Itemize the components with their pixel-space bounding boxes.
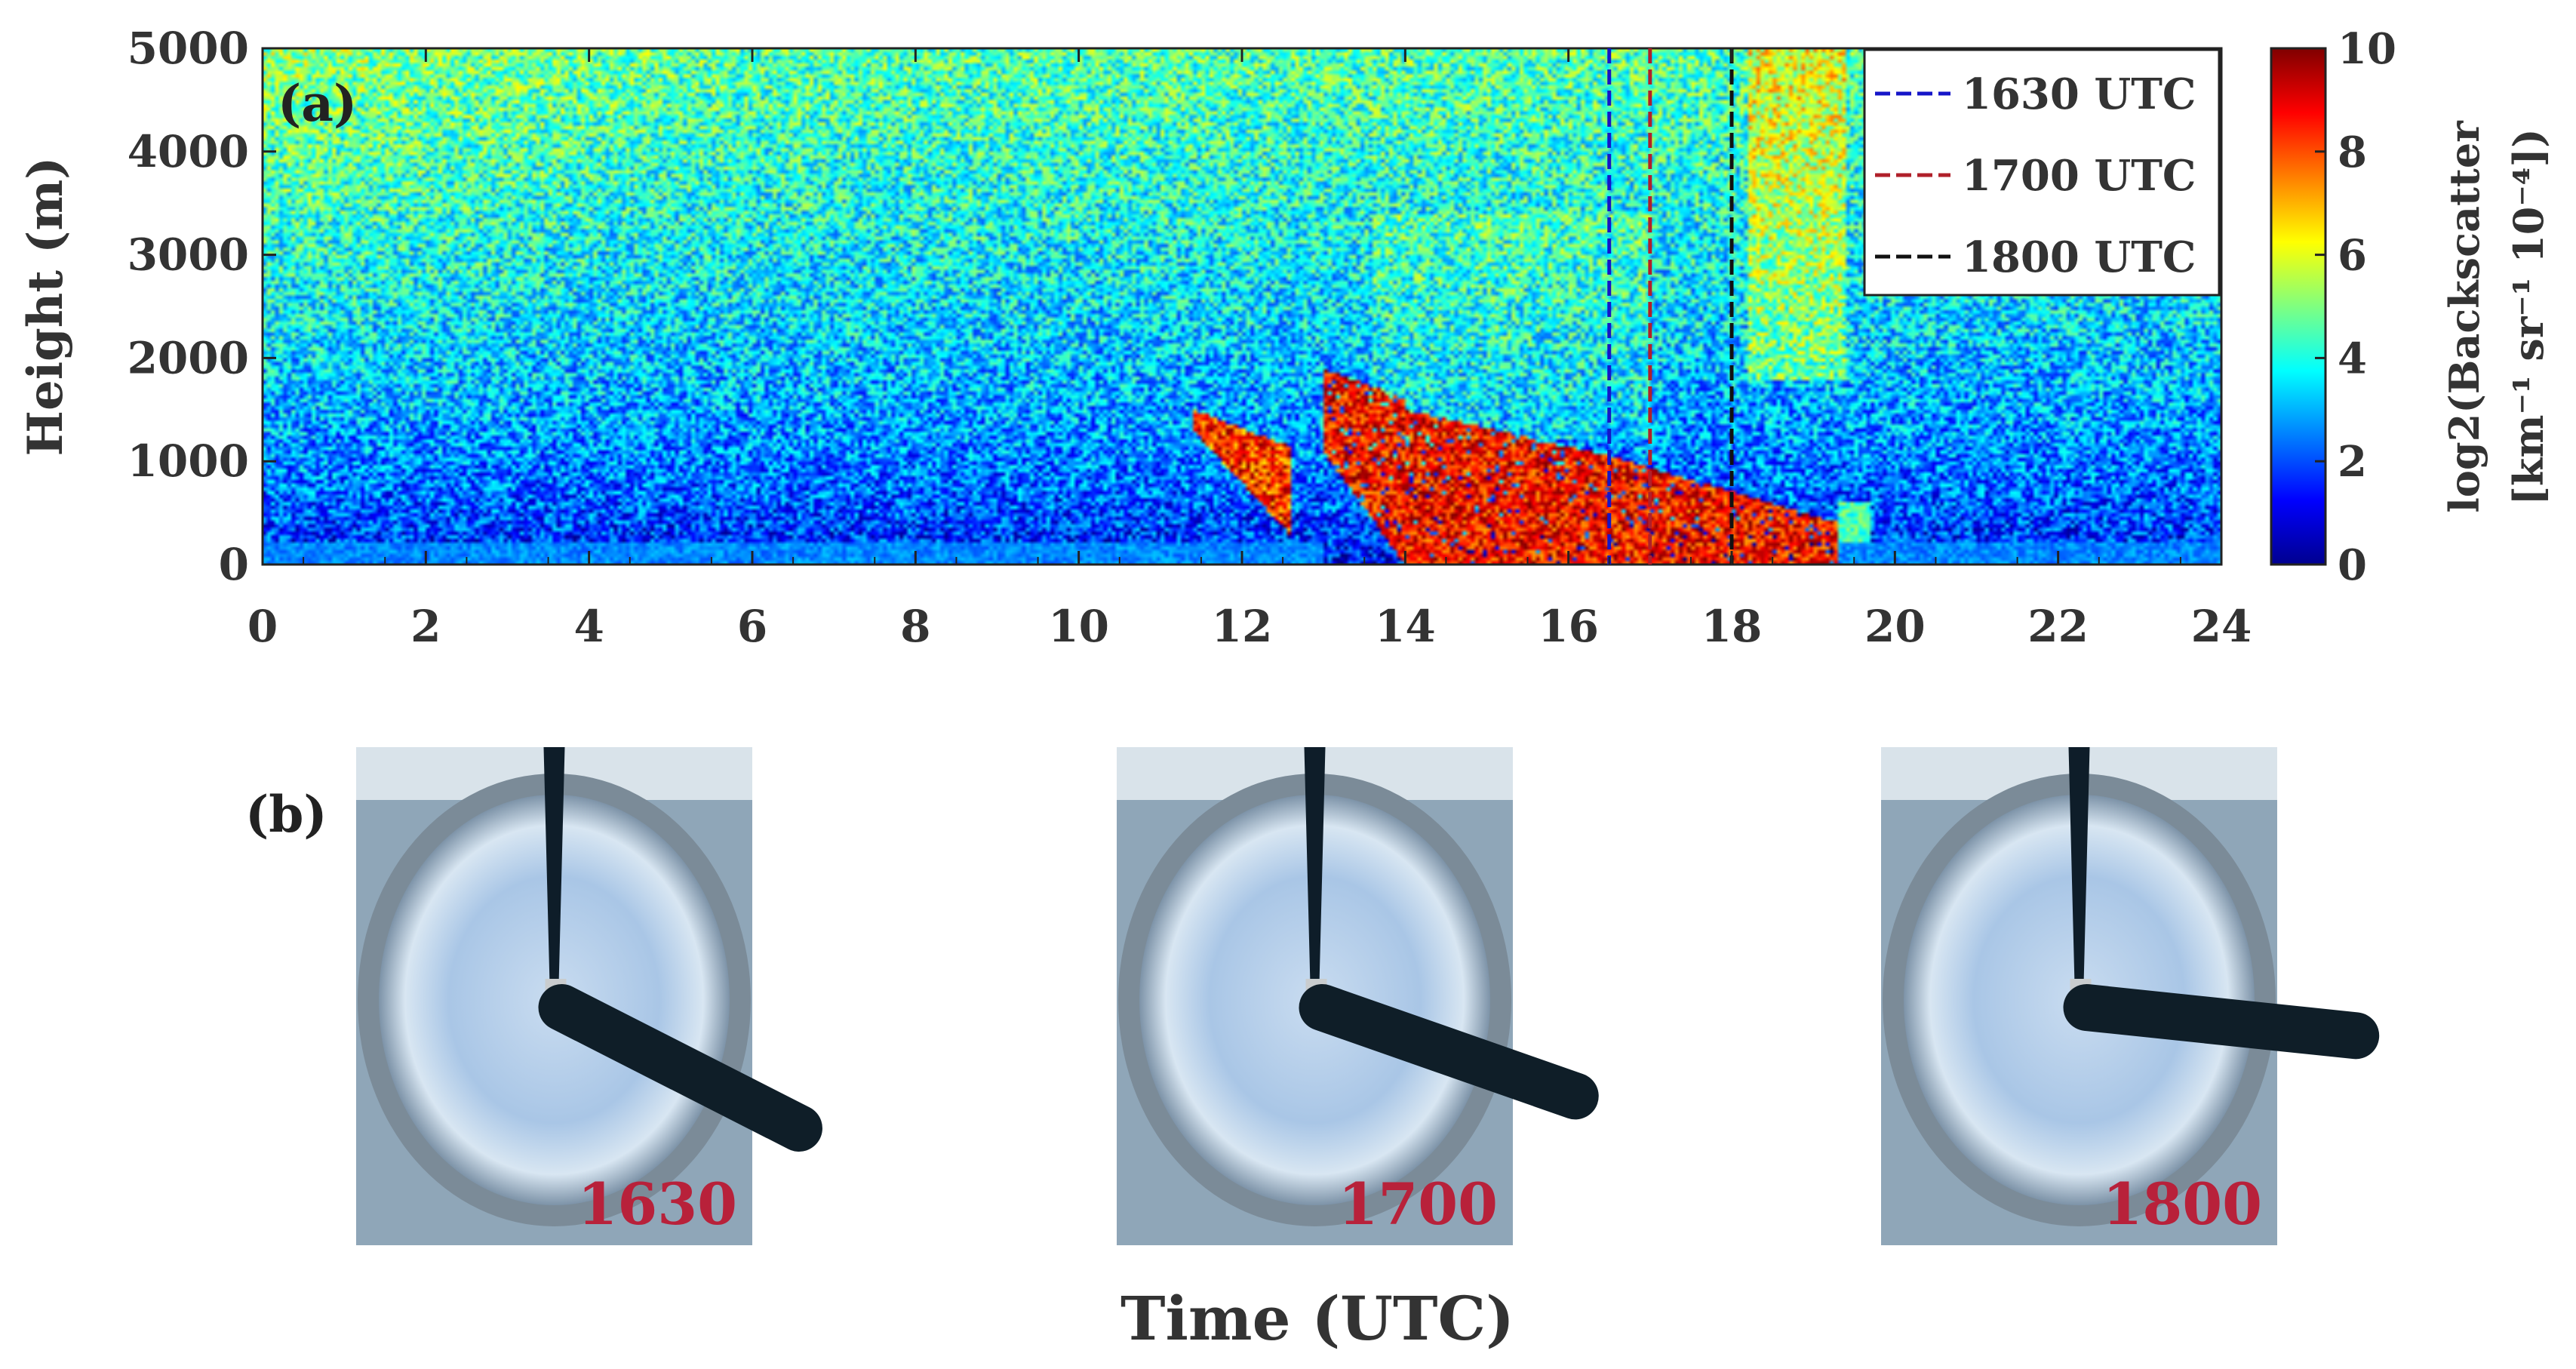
x-tick-label: 10 [1048, 601, 1109, 652]
sky-image-1700: 1700 [1117, 747, 1599, 1245]
sky-image-1630: 1630 [356, 747, 822, 1245]
x-tick-label: 12 [1212, 601, 1273, 652]
sky-image-label: 1630 [577, 1171, 737, 1238]
colorbar-tick-label: 6 [2338, 231, 2367, 281]
colorbar-label-line2: [km⁻¹ sr⁻¹ 10⁻⁴]) [2504, 128, 2553, 505]
colorbar-gradient [2270, 47, 2327, 566]
panel-b-label: (b) [245, 785, 327, 844]
colorbar-label-line1: log2(Backscatter [2440, 121, 2488, 513]
colorbar-tick-label: 4 [2338, 334, 2367, 383]
vertical-markers [1607, 48, 1734, 565]
x-tick-label: 4 [573, 601, 604, 652]
colorbar-tick-label: 0 [2338, 540, 2367, 590]
x-tick-label: 14 [1375, 601, 1436, 652]
shadow-band [1299, 984, 1599, 1120]
sky-image-1800: 1800 [1881, 747, 2380, 1245]
x-tick-label: 8 [900, 601, 930, 652]
y-tick-label: 5000 [128, 23, 249, 74]
shadow-band [2063, 984, 2380, 1060]
legend-box [1863, 48, 2221, 297]
y-tick-label: 4000 [128, 126, 249, 177]
shadow-band [538, 984, 822, 1152]
legend-label: 1800 UTC [1962, 232, 2196, 282]
legend-label: 1630 UTC [1962, 69, 2196, 119]
y-tick-label: 0 [219, 539, 249, 590]
x-axis: 0 2 4 6 8 10 12 14 16 18 20 22 24 [247, 48, 2252, 652]
x-tick-label: 6 [737, 601, 767, 652]
colorbar: 0 2 4 6 8 10 log2(Backscatter [km⁻¹ sr⁻¹ 10⁻⁴… [2270, 24, 2553, 590]
x-tick-label: 20 [1864, 601, 1926, 652]
x-axis-label: Time (UTC) [1120, 1283, 1514, 1354]
y-axis: 0 1000 2000 3000 4000 5000 [128, 23, 276, 590]
legend: 1630 UTC 1700 UTC 1800 UTC [1863, 48, 2221, 297]
colorbar-tick-label: 10 [2338, 24, 2396, 74]
sky-image-label: 1700 [1338, 1171, 1498, 1238]
x-tick-label: 2 [410, 601, 441, 652]
x-tick-label: 24 [2191, 601, 2252, 652]
y-axis-label: Height (m) [17, 157, 74, 457]
x-tick-label: 0 [247, 601, 278, 652]
panel-a-label: (a) [278, 74, 357, 133]
x-tick-label: 16 [1538, 601, 1599, 652]
y-tick-label: 1000 [128, 435, 249, 487]
x-tick-label: 18 [1701, 601, 1763, 652]
x-tick-label: 22 [2027, 601, 2089, 652]
legend-label: 1700 UTC [1962, 151, 2196, 201]
sky-images: 1630 1700 1800 [356, 747, 2380, 1245]
y-tick-label: 3000 [128, 229, 249, 281]
sky-image-label: 1800 [2102, 1171, 2262, 1238]
y-tick-label: 2000 [128, 332, 249, 383]
colorbar-tick-label: 8 [2338, 128, 2367, 177]
colorbar-tick-label: 2 [2338, 437, 2367, 487]
